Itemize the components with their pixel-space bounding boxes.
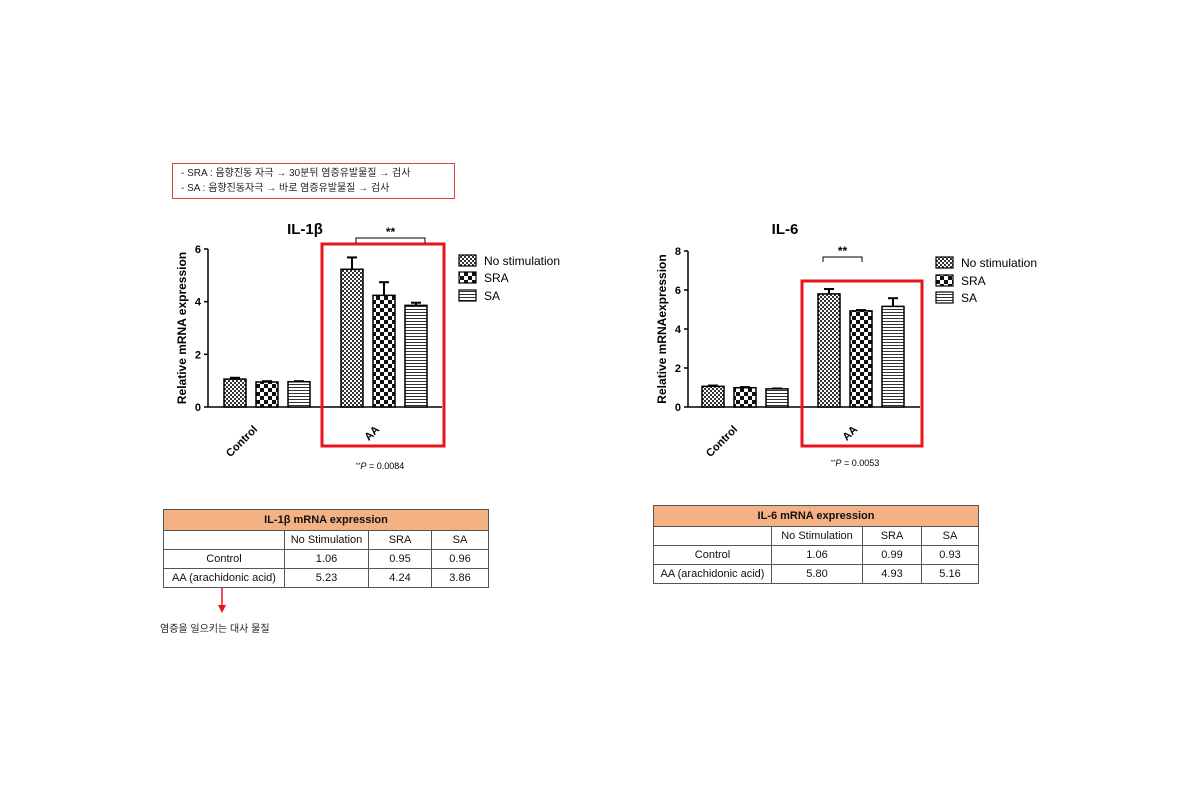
legend-label: SA	[961, 291, 977, 305]
cell: 0.96	[431, 549, 489, 569]
cell: 1.06	[771, 545, 863, 565]
chart-title: IL-6	[772, 221, 799, 238]
y-tick-label: 8	[675, 246, 681, 258]
y-tick-label: 4	[195, 297, 202, 309]
y-tick-label: 6	[675, 285, 681, 297]
chart-title: IL-1β	[287, 221, 323, 238]
bar-sa-control	[765, 388, 789, 408]
cell: 5.16	[921, 564, 979, 584]
y-tick-label: 0	[675, 402, 681, 414]
x-tick-label: Control	[224, 424, 260, 460]
legend-label: No stimulation	[484, 254, 560, 268]
il6-table: IL-6 mRNA expression No Stimulation SRA SA…	[653, 505, 979, 584]
significance-bracket	[822, 256, 863, 262]
cell: AA (arachidonic acid)	[653, 564, 772, 584]
p-value: **P = 0.0053	[831, 458, 879, 468]
legend-swatch	[458, 271, 477, 284]
bar-no-stimulation-control	[701, 385, 725, 408]
col-header: No Stimulation	[771, 526, 863, 546]
p-value: **P = 0.0084	[356, 461, 404, 471]
highlight-box	[800, 279, 924, 448]
cell: Control	[653, 545, 772, 565]
bar-no-stimulation-aa	[340, 268, 364, 408]
bar-sra-aa	[849, 310, 873, 408]
legend-swatch	[458, 254, 477, 267]
cell: 4.24	[368, 568, 432, 588]
col-header: SRA	[862, 526, 922, 546]
y-tick-label: 2	[675, 363, 681, 375]
bar-sa-aa	[881, 305, 905, 408]
experiment-note-box: - SRA : 음향진동 자극 → 30분뒤 염증유발물질 → 검사 - SA …	[172, 163, 455, 199]
y-axis-label: Relative mRNA expression	[175, 252, 189, 404]
bar-no-stimulation-aa	[817, 293, 841, 408]
legend-label: SA	[484, 289, 500, 303]
y-tick-label: 0	[195, 402, 201, 414]
cell: 3.86	[431, 568, 489, 588]
col-header: SA	[921, 526, 979, 546]
annotation-text: 염증을 일으키는 대사 물질	[160, 624, 270, 635]
legend-swatch	[935, 256, 954, 269]
significance-marker: **	[838, 244, 848, 258]
table-row: AA (arachidonic acid) 5.23 4.24 3.86	[163, 568, 489, 588]
y-tick-label: 4	[675, 324, 682, 336]
table-title: IL-6 mRNA expression	[653, 505, 979, 527]
cell: AA (arachidonic acid)	[163, 568, 285, 588]
table-row: AA (arachidonic acid) 5.80 4.93 5.16	[653, 564, 979, 584]
cell: Control	[163, 549, 285, 569]
bar-sa-control	[287, 380, 311, 408]
col-header	[653, 526, 772, 546]
col-header: SA	[431, 530, 489, 550]
bar-sra-control	[255, 381, 279, 408]
bar-no-stimulation-control	[223, 378, 247, 408]
x-tick-label: Control	[704, 424, 740, 460]
y-tick-label: 2	[195, 349, 201, 361]
x-tick-label: AA	[362, 424, 382, 444]
il1b-table: IL-1β mRNA expression No Stimulation SRA S…	[163, 509, 489, 588]
legend-label: SRA	[961, 274, 986, 288]
table-row: Control 1.06 0.95 0.96	[163, 549, 489, 569]
legend-swatch	[935, 291, 954, 304]
table-title: IL-1β mRNA expression	[163, 509, 489, 531]
legend-swatch	[935, 274, 954, 287]
significance-marker: **	[386, 225, 396, 239]
table-row: Control 1.06 0.99 0.93	[653, 545, 979, 565]
cell: 0.93	[921, 545, 979, 565]
bar-sa-aa	[404, 304, 428, 408]
note-line-sa: - SA : 음향진동자극 → 바로 염증유발물질 → 검사	[181, 183, 390, 194]
bar-sra-aa	[372, 294, 396, 408]
red-arrow-head-icon	[218, 605, 226, 613]
cell: 5.80	[771, 564, 863, 584]
y-axis-label: Relative mRNAexpression	[655, 254, 669, 403]
legend-label: SRA	[484, 271, 509, 285]
x-tick-label: AA	[840, 424, 860, 444]
cell: 1.06	[284, 549, 369, 569]
col-header: SRA	[368, 530, 432, 550]
y-tick-label: 6	[195, 244, 201, 256]
bar-sra-control	[733, 386, 757, 408]
significance-bracket	[355, 237, 426, 243]
cell: 5.23	[284, 568, 369, 588]
cell: 4.93	[862, 564, 922, 584]
col-header: No Stimulation	[284, 530, 369, 550]
legend-swatch	[458, 289, 477, 302]
col-header	[163, 530, 285, 550]
legend-label: No stimulation	[961, 256, 1037, 270]
note-line-sra: - SRA : 음향진동 자극 → 30분뒤 염증유발물질 → 검사	[181, 168, 411, 179]
highlight-box	[320, 242, 446, 448]
cell: 0.95	[368, 549, 432, 569]
cell: 0.99	[862, 545, 922, 565]
